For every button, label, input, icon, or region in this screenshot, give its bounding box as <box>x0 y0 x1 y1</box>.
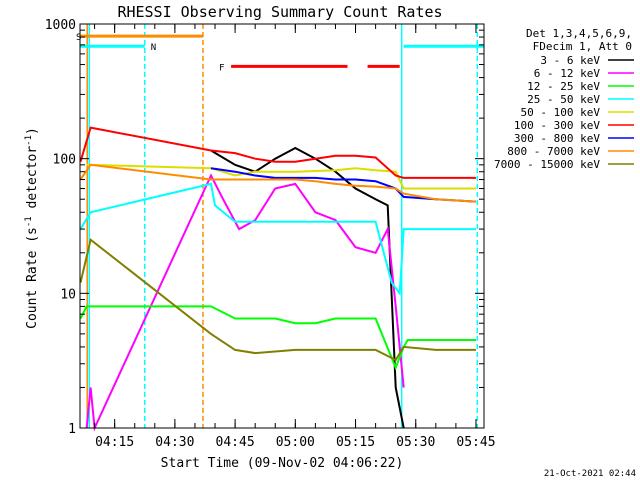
legend-label-2: 6 - 12 keV <box>534 67 601 80</box>
series-line-3 <box>79 305 476 371</box>
y-axis-label: Count Rate (s-1 detector-1) <box>24 127 40 329</box>
series-layer <box>79 126 477 432</box>
chart-title: RHESSI Observing Summary Count Rates <box>117 3 442 21</box>
series-line-1 <box>210 146 405 429</box>
y-tick-label: 1 <box>68 422 76 437</box>
flag-bars: S N F <box>76 33 484 73</box>
x-tick-label: 04:15 <box>95 435 134 450</box>
legend-label-3: 12 - 25 keV <box>527 80 600 93</box>
y-tick-label: 10 <box>60 287 76 302</box>
series-line-7 <box>210 167 477 203</box>
series-line-5 <box>86 163 476 190</box>
legend-label-5: 50 - 100 keV <box>521 106 601 119</box>
x-tick-label: 05:45 <box>456 435 495 450</box>
flag-label-f: F <box>219 63 224 73</box>
y-axis-label-sup1: -1 <box>24 216 34 227</box>
series-line-8 <box>79 163 477 203</box>
y-axis-label-mid: detector <box>25 146 40 217</box>
legend-label-1: 3 - 6 keV <box>540 54 600 67</box>
plot-frame <box>79 23 485 429</box>
x-tick-label: 05:15 <box>336 435 375 450</box>
x-tick-label: 05:00 <box>276 435 315 450</box>
series-line-9 <box>79 237 476 362</box>
legend-label-6: 100 - 300 keV <box>514 119 600 132</box>
x-tick-label: 04:30 <box>155 435 194 450</box>
x-tick-label: 05:30 <box>396 435 435 450</box>
x-tick-label: 04:45 <box>216 435 255 450</box>
x-axis-label: Start Time (09-Nov-02 04:06:22) <box>161 456 404 471</box>
legend: Det 1,3,4,5,6,9, FDecim 1, Att 0 3 - 6 k… <box>494 27 634 171</box>
series-line-2 <box>85 173 405 432</box>
y-axis-label-sup2: -1 <box>24 135 34 146</box>
y-tick-label: 1000 <box>45 18 76 33</box>
legend-header-line-2: FDecim 1, Att 0 <box>533 40 632 53</box>
y-axis-label-end: ) <box>25 127 40 135</box>
footer-timestamp: 21-Oct-2021 02:44 <box>544 469 636 479</box>
legend-label-7: 300 - 800 keV <box>514 132 600 145</box>
x-axis-ticks: 04:15 04:30 04:45 05:00 05:15 05:30 05:45 <box>94 24 496 450</box>
series-line-6 <box>79 126 476 179</box>
y-tick-label: 100 <box>53 153 76 168</box>
legend-header-line-1: Det 1,3,4,5,6,9, <box>526 27 632 40</box>
legend-label-9: 7000 - 15000 keV <box>494 158 600 171</box>
series-line-4 <box>79 182 476 297</box>
legend-label-8: 800 - 7000 keV <box>507 145 600 158</box>
vertical-markers <box>86 24 479 428</box>
y-axis-label-main: Count Rate (s <box>25 227 40 329</box>
y-axis-ticks: 1 10 100 1000 <box>45 18 484 437</box>
flag-label-s: S <box>76 33 81 43</box>
flag-label-n: N <box>151 43 156 53</box>
legend-label-4: 25 - 50 keV <box>527 93 600 106</box>
